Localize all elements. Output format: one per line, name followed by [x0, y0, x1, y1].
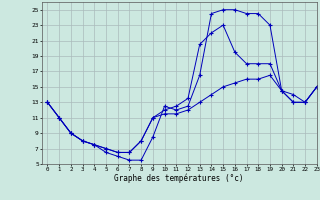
X-axis label: Graphe des températures (°c): Graphe des températures (°c) — [115, 173, 244, 183]
